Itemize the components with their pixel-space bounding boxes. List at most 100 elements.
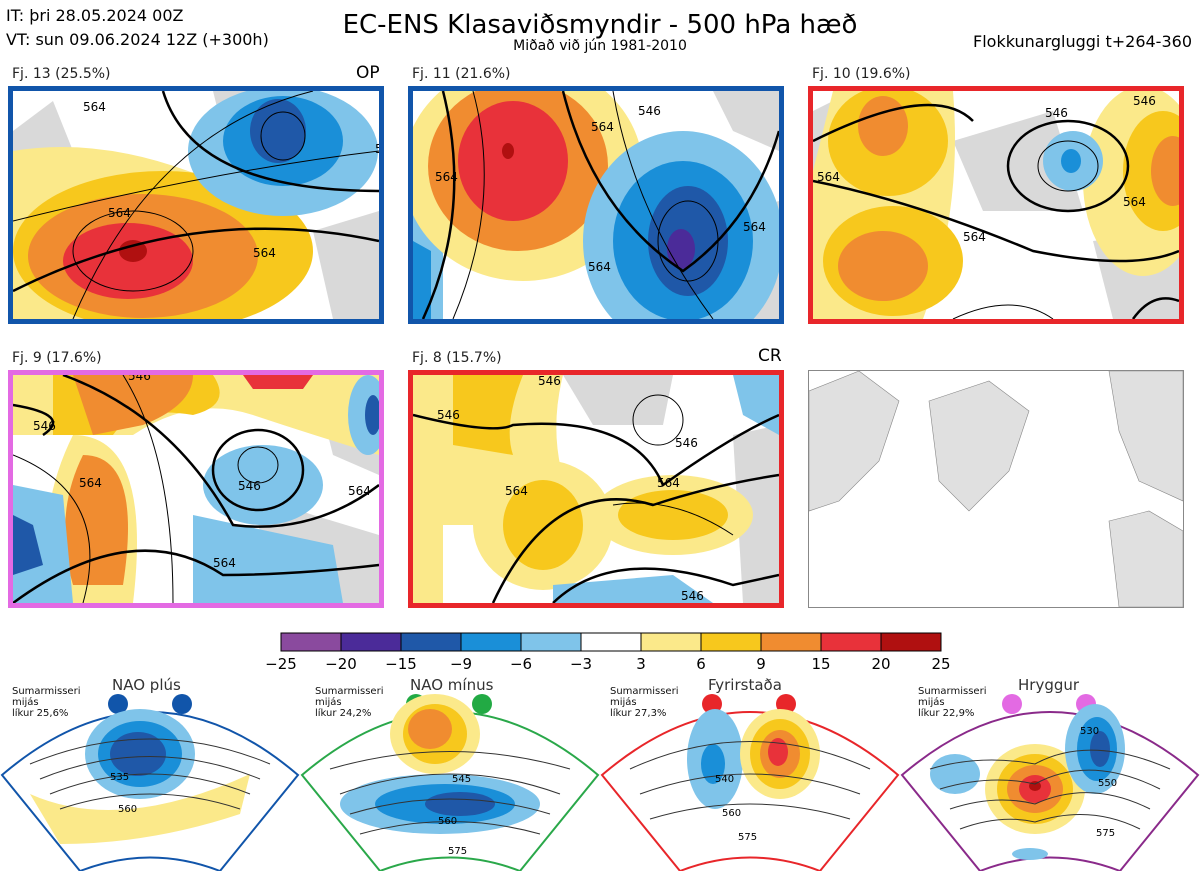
cluster-map-4-graphic: 546 564 546 564 564 546 <box>13 375 379 603</box>
panel-1-label: Fj. 13 (25.5%) <box>12 66 111 82</box>
colorbar-tick-label: 6 <box>696 655 706 673</box>
colorbar-segment <box>880 632 942 652</box>
contour-label: 564 <box>657 476 680 490</box>
panel-5-tag: CR <box>758 346 782 366</box>
contour-label: 546 <box>375 142 379 156</box>
classification-window: Flokkunargluggi t+264-360 <box>973 32 1192 51</box>
contour-label: 564 <box>213 556 236 570</box>
colorbar-tick-label: 9 <box>756 655 766 673</box>
regime-marker-dot <box>1002 694 1022 714</box>
contour-label: 564 <box>83 100 106 114</box>
regime-marker-dot <box>108 694 128 714</box>
regime-title: NAO mínus <box>410 676 494 694</box>
regime-sector-map: 545 560 575 <box>300 694 600 871</box>
contour-label: 560 <box>438 816 457 827</box>
regime-title: NAO plús <box>112 676 181 694</box>
valid-time: VT: sun 09.06.2024 12Z (+300h) <box>6 30 269 49</box>
regime-marker-dot <box>172 694 192 714</box>
page-subtitle: Miðað við jún 1981-2010 <box>513 38 687 54</box>
contour-label: 564 <box>743 220 766 234</box>
regime-blocking: Fyrirstaða Sumarmisseri mijás líkur 27,3% … <box>600 676 900 871</box>
empty-base-map-graphic <box>809 371 1183 607</box>
cluster-map-5[interactable]: 546 546 564 564 546 546 <box>408 370 784 608</box>
regime-note: Sumarmisseri mijás líkur 22,9% <box>918 686 987 719</box>
colorbar-segment <box>400 632 462 652</box>
contour-label: 546 <box>437 408 460 422</box>
contour-label: 564 <box>963 230 986 244</box>
panel-2-label: Fj. 11 (21.6%) <box>412 66 511 82</box>
colorbar-tick-label: −3 <box>569 655 593 673</box>
colorbar-segment <box>760 632 822 652</box>
contour-label: 546 <box>675 436 698 450</box>
colorbar-segment <box>640 632 702 652</box>
colorbar-segment <box>520 632 582 652</box>
colorbar-tick-label: 15 <box>811 655 831 673</box>
initial-time: IT: þri 28.05.2024 00Z <box>6 6 184 25</box>
contour-label: 564 <box>435 170 458 184</box>
contour-label: 564 <box>108 206 131 220</box>
regime-ridge: Hryggur Sumarmisseri mijás líkur 22,9% 530… <box>900 676 1200 871</box>
cluster-map-1[interactable]: 564 564 564 546 <box>8 86 384 324</box>
contour-label: 546 <box>238 479 261 493</box>
colorbar-tick-label: −15 <box>385 655 417 673</box>
regime-title: Fyrirstaða <box>708 676 782 694</box>
contour-label: 564 <box>591 120 614 134</box>
cluster-map-3-graphic: 546 564 564 564 546 <box>813 91 1179 319</box>
page-title: EC-ENS Klasaviðsmyndir - 500 hPa hæð <box>342 10 858 40</box>
colorbar <box>280 632 942 652</box>
contour-label: 540 <box>715 774 734 785</box>
contour-label: 564 <box>505 484 528 498</box>
regime-sector-map: 530 550 575 <box>900 704 1200 871</box>
colorbar-segment <box>820 632 882 652</box>
cluster-map-4[interactable]: 546 564 546 564 564 546 <box>8 370 384 608</box>
colorbar-tick-label: −9 <box>449 655 473 673</box>
regime-note: Sumarmisseri mijás líkur 27,3% <box>610 686 679 719</box>
cluster-map-2[interactable]: 546 564 564 564 564 <box>408 86 784 324</box>
contour-label: 530 <box>1080 726 1099 737</box>
cluster-map-5-graphic: 546 546 564 564 546 546 <box>413 375 779 603</box>
contour-label: 546 <box>33 419 56 433</box>
contour-label: 546 <box>128 375 151 383</box>
regime-nao-plus: NAO plús Sumarmisseri mijás líkur 25,6% 53… <box>0 676 300 871</box>
contour-label: 545 <box>452 774 471 785</box>
colorbar-tick-label: −6 <box>509 655 533 673</box>
regime-marker-dot <box>472 694 492 714</box>
contour-label: 546 <box>681 589 704 603</box>
contour-label: 564 <box>348 484 371 498</box>
panel-4-label: Fj. 9 (17.6%) <box>12 350 102 366</box>
contour-label: 546 <box>1045 106 1068 120</box>
colorbar-tick-label: −25 <box>265 655 297 673</box>
colorbar-segment <box>340 632 402 652</box>
panel-3-label: Fj. 10 (19.6%) <box>812 66 911 82</box>
cluster-map-1-graphic: 564 564 564 546 <box>13 91 379 319</box>
regime-title: Hryggur <box>1018 676 1080 694</box>
panel-5-label: Fj. 8 (15.7%) <box>412 350 502 366</box>
contour-label: 575 <box>738 832 757 843</box>
colorbar-segment <box>280 632 342 652</box>
empty-base-map <box>808 370 1184 608</box>
regime-sector-map: 535 560 <box>0 709 300 871</box>
contour-label: 564 <box>79 476 102 490</box>
colorbar-segment <box>460 632 522 652</box>
panel-1-tag: OP <box>356 63 380 83</box>
contour-label: 546 <box>638 104 661 118</box>
regime-nao-minus: NAO mínus Sumarmisseri mijás líkur 24,2% 5… <box>300 676 600 871</box>
colorbar-segment <box>700 632 762 652</box>
cluster-map-2-graphic: 546 564 564 564 564 <box>413 91 779 319</box>
cluster-map-3[interactable]: 546 564 564 564 546 <box>808 86 1184 324</box>
colorbar-tick-label: −20 <box>325 655 357 673</box>
contour-label: 564 <box>817 170 840 184</box>
contour-label: 546 <box>538 375 561 388</box>
contour-label: 564 <box>588 260 611 274</box>
contour-label: 564 <box>253 246 276 260</box>
colorbar-tick-label: 3 <box>636 655 646 673</box>
contour-label: 560 <box>118 804 137 815</box>
regime-note: Sumarmisseri mijás líkur 24,2% <box>315 686 384 719</box>
contour-label: 535 <box>110 772 129 783</box>
regime-marker-dot <box>702 694 722 714</box>
contour-label: 575 <box>1096 828 1115 839</box>
colorbar-tick-label: 25 <box>931 655 951 673</box>
contour-label: 575 <box>448 846 467 857</box>
contour-label: 550 <box>1098 778 1117 789</box>
colorbar-tick-label: 20 <box>871 655 891 673</box>
